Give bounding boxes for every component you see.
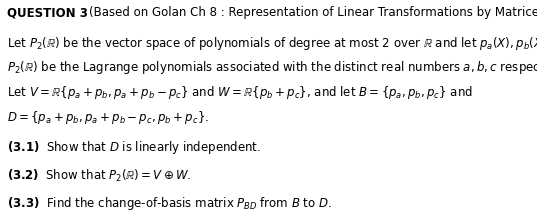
Text: Let $V = \mathbb{R}\{p_a + p_b, p_a + p_b - p_c\}$ and $W = \mathbb{R}\{p_b + p_: Let $V = \mathbb{R}\{p_a + p_b, p_a + p_… xyxy=(7,84,473,101)
Text: $\bf{(3.3)}$  Find the change-of-basis matrix $P_{BD}$ from $B$ to $D$.: $\bf{(3.3)}$ Find the change-of-basis ma… xyxy=(7,195,332,213)
Text: $P_2(\mathbb{R})$ be the Lagrange polynomials associated with the distinct real : $P_2(\mathbb{R})$ be the Lagrange polyno… xyxy=(7,59,537,76)
Text: (Based on Golan Ch 8 : Representation of Linear Transformations by Matrices, p13: (Based on Golan Ch 8 : Representation of… xyxy=(89,6,537,19)
Text: QUESTION 3: QUESTION 3 xyxy=(7,6,88,19)
Text: $D = \{p_a + p_b, p_a + p_b - p_c, p_b + p_c\}$.: $D = \{p_a + p_b, p_a + p_b - p_c, p_b +… xyxy=(7,109,209,126)
Text: $\bf{(3.2)}$  Show that $P_2(\mathbb{R}) = V \oplus W$.: $\bf{(3.2)}$ Show that $P_2(\mathbb{R}) … xyxy=(7,167,192,184)
Text: $\bf{(3.1)}$  Show that $D$ is linearly independent.: $\bf{(3.1)}$ Show that $D$ is linearly i… xyxy=(7,139,261,156)
Text: Let $P_2(\mathbb{R})$ be the vector space of polynomials of degree at most 2 ove: Let $P_2(\mathbb{R})$ be the vector spac… xyxy=(7,35,537,52)
